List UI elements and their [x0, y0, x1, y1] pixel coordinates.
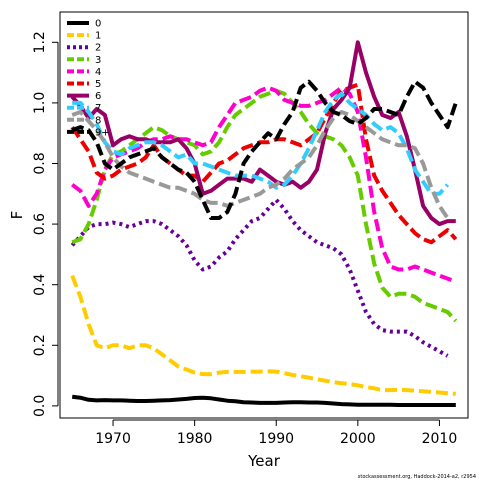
series-line-9plus [71, 79, 458, 220]
series-line-5 [70, 82, 458, 245]
y-tick-label: 1.2 [32, 31, 48, 53]
legend-label: 7 [95, 103, 101, 114]
plot-frame [59, 11, 469, 419]
series-line-4 [71, 85, 457, 284]
series-line-1 [70, 274, 456, 396]
x-tick-label: 1980 [177, 431, 213, 447]
y-tick-label: 0.2 [32, 334, 48, 356]
series-line-8 [71, 110, 450, 220]
legend-label: 4 [95, 67, 101, 78]
series-layer [70, 40, 458, 407]
x-tick-label: 2000 [340, 431, 376, 447]
x-axis: 1970 1980 1990 2000 2010 [95, 419, 458, 447]
y-axis: 0.0 0.2 0.4 0.6 0.8 1.0 1.2 [32, 31, 59, 417]
y-tick-label: 0.6 [32, 213, 48, 235]
x-tick-label: 1990 [258, 431, 294, 447]
x-tick-label: 1970 [95, 431, 131, 447]
legend-label: 8 [95, 115, 101, 126]
y-tick-label: 0.4 [32, 273, 48, 295]
y-tick-label: 0.0 [32, 395, 48, 417]
credit-text: stockassessment.org, Haddock-2014-a2, r2… [358, 474, 476, 480]
legend-label: 2 [95, 43, 101, 54]
legend-label: 9+ [95, 127, 110, 138]
series-line-2 [70, 197, 449, 358]
series-line-3 [71, 88, 458, 323]
legend-label: 6 [95, 91, 101, 102]
x-axis-title: Year [247, 452, 281, 470]
legend-label: 3 [95, 55, 101, 66]
series-line-7 [72, 91, 450, 196]
x-tick-label: 2010 [422, 431, 458, 447]
y-axis-title: F [8, 211, 26, 220]
series-line-0 [71, 394, 456, 407]
legend-label: 1 [95, 31, 101, 42]
y-tick-label: 1.0 [32, 92, 48, 114]
legend-label: 0 [95, 19, 101, 30]
legend-label: 5 [95, 79, 101, 90]
y-tick-label: 0.8 [32, 152, 48, 174]
series-line-6 [70, 40, 456, 227]
